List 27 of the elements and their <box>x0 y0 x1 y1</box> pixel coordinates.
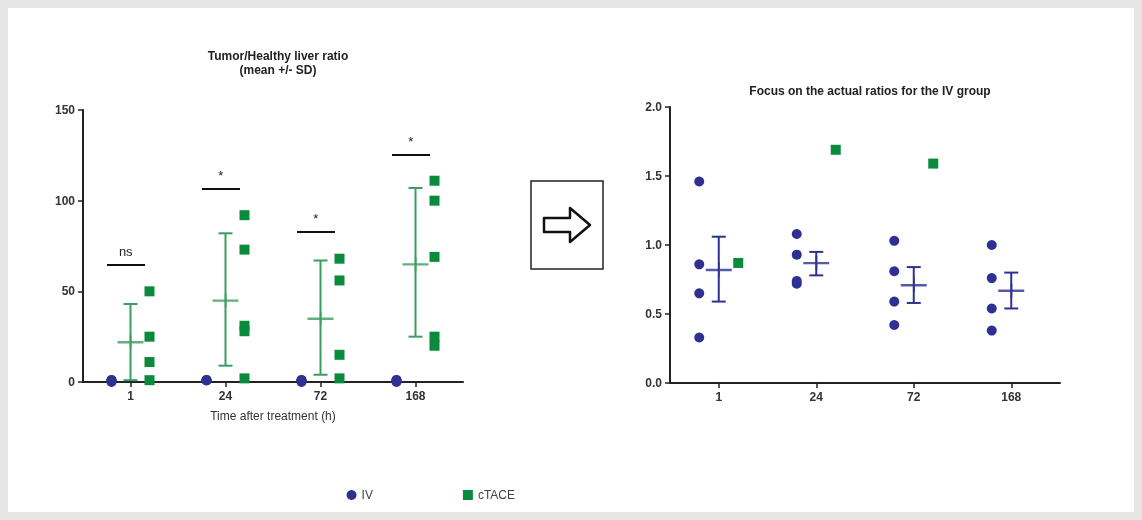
y-tick-label: 1.0 <box>645 238 663 252</box>
y-tick-label: 0.5 <box>645 307 663 321</box>
annotation: ns <box>117 244 134 260</box>
legend-label: cTACE <box>477 488 516 502</box>
x-tick-label: 168 <box>1001 390 1022 404</box>
legend-label: IV <box>361 488 373 502</box>
annotation: * <box>312 211 320 227</box>
x-axis-title: Time after treatment (h) <box>210 409 336 423</box>
chart-title: Tumor/Healthy liver ratio <box>207 49 349 63</box>
x-tick-label: 24 <box>809 390 824 404</box>
x-tick-label: 72 <box>907 390 921 404</box>
y-tick-label: 50 <box>61 284 76 299</box>
y-tick-label: 1.5 <box>645 169 663 183</box>
x-tick-label: 1 <box>715 390 723 404</box>
x-tick-label: 72 <box>313 389 328 403</box>
annotation: * <box>217 167 225 183</box>
y-tick-label: 2.0 <box>645 100 663 114</box>
y-tick-label: 150 <box>54 103 76 117</box>
chart-title: Focus on the actual ratios for the IV group <box>749 84 991 98</box>
annotation: * <box>407 133 415 149</box>
x-tick-label: 168 <box>405 389 426 403</box>
x-tick-label: 24 <box>218 389 233 403</box>
chart-subtitle: (mean +/- SD) <box>239 63 317 77</box>
y-tick-label: 100 <box>54 193 76 208</box>
x-tick-label: 1 <box>127 389 135 403</box>
y-tick-label: 0.0 <box>645 376 663 390</box>
y-tick-label: 0 <box>68 375 76 389</box>
